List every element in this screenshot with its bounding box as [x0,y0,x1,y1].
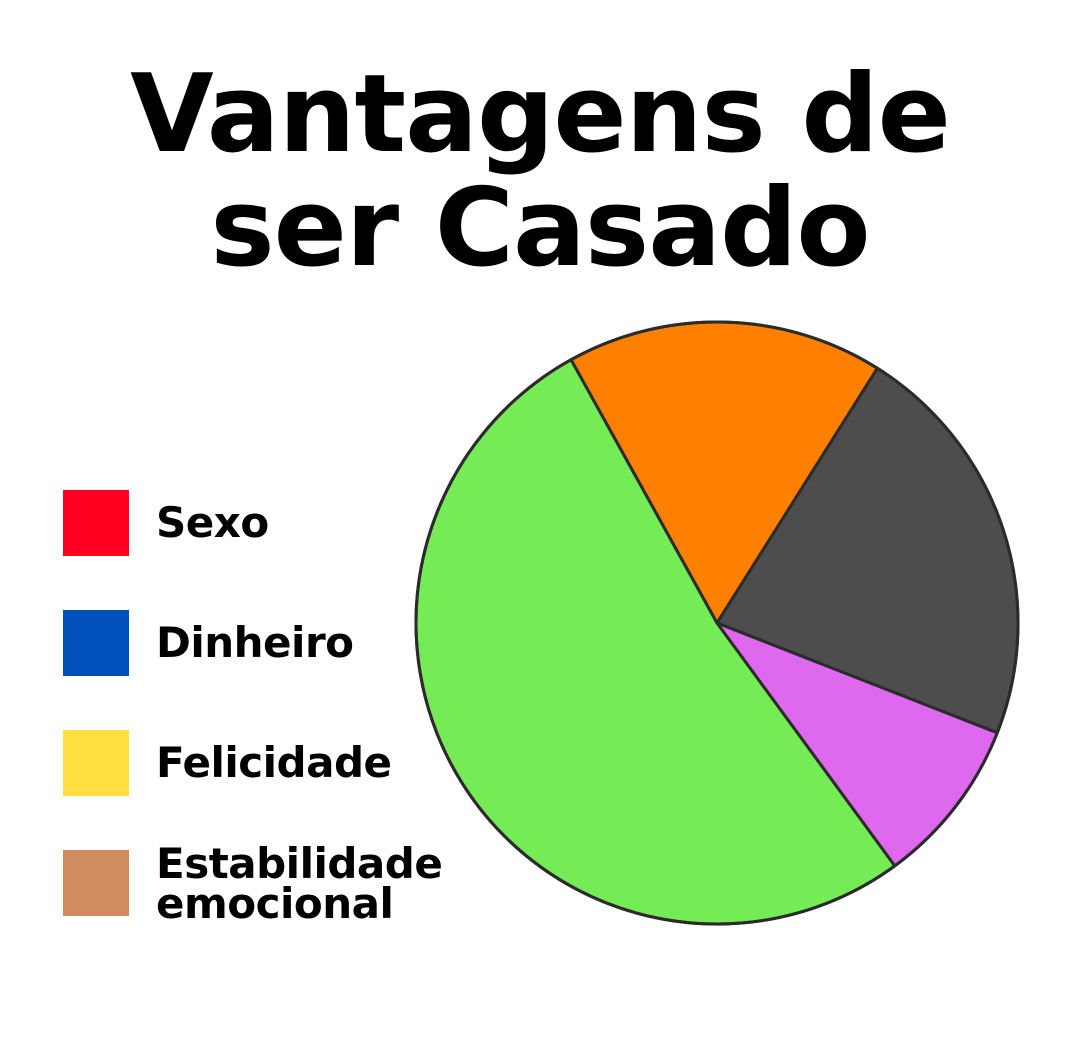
chart-title: Vantagens de ser Casado [0,58,1080,286]
pie-outline [414,320,1020,926]
legend-swatch-felicidade [63,730,129,796]
legend-label-estabilidade-emocional: Estabilidade emocional [156,839,443,928]
legend-swatch-dinheiro [63,610,129,676]
legend-label-sexo: Sexo [156,498,269,547]
legend-label-felicidade: Felicidade [156,738,392,787]
pie-slices [414,320,1020,926]
title-line-1: Vantagens de [130,52,951,177]
legend-swatch-estabilidade-emocional [63,850,129,916]
title-line-2: ser Casado [210,166,870,291]
legend-swatch-sexo [63,490,129,556]
legend-label-dinheiro: Dinheiro [156,618,354,667]
